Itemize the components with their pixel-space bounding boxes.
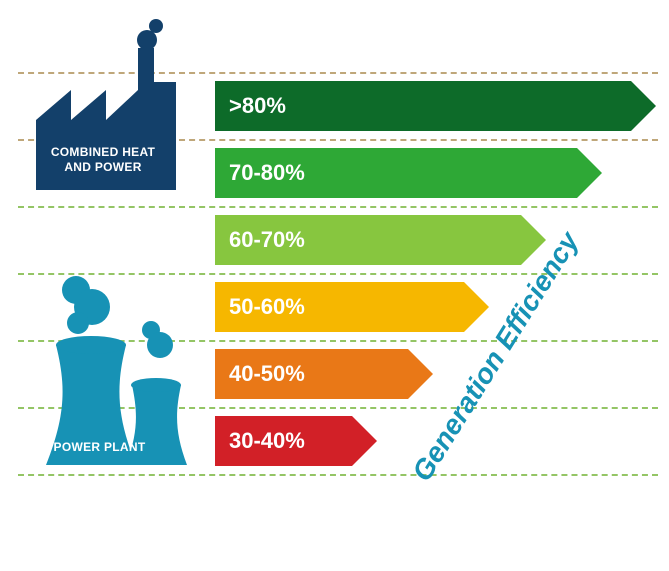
efficiency-bar: 60-70% xyxy=(215,215,546,265)
efficiency-bar: 30-40% xyxy=(215,416,377,466)
bar-label: 50-60% xyxy=(229,296,305,318)
bar-label: >80% xyxy=(229,95,286,117)
factory-label-line1: COMBINED HEAT AND POWER xyxy=(51,145,155,174)
bar-label: 30-40% xyxy=(229,430,305,452)
factory-label: COMBINED HEAT AND POWER xyxy=(38,145,168,175)
efficiency-bar: 50-60% xyxy=(215,282,489,332)
infographic-canvas: >80% 70-80% 60-70% 50-60% 40-50% 30-40% xyxy=(0,0,669,571)
powerplant-label: POWER PLANT xyxy=(52,440,147,455)
efficiency-bar: >80% xyxy=(215,81,656,131)
bar-label: 70-80% xyxy=(229,162,305,184)
efficiency-bar: 70-80% xyxy=(215,148,602,198)
powerplant-label-text: POWER PLANT xyxy=(54,440,146,454)
bar-label: 60-70% xyxy=(229,229,305,251)
bar-label: 40-50% xyxy=(229,363,305,385)
factory-icon xyxy=(16,10,206,210)
efficiency-bar: 40-50% xyxy=(215,349,433,399)
